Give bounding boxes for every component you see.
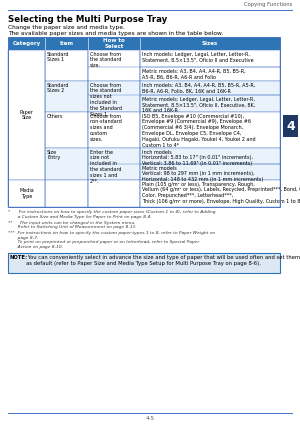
Text: Inch models: Ledger, Legal, Letter, Letter-R,
Statement, 8.5×13.5", Oficio II an: Inch models: Ledger, Legal, Letter, Lett… — [142, 51, 254, 62]
Text: Enter the
size not
included in
the standard
sizes 1 and
2**.: Enter the size not included in the stand… — [90, 150, 122, 184]
Bar — [140, 148, 280, 180]
Bar — [140, 37, 280, 50]
Text: Copying Functions: Copying Functions — [244, 2, 292, 7]
Bar — [88, 180, 140, 207]
Text: Size
Entry: Size Entry — [47, 150, 60, 160]
Text: Media
Type: Media Type — [19, 188, 34, 199]
Text: ***  For instructions on how to specify the custom paper types 1 to 8, refer to : *** For instructions on how to specify t… — [8, 231, 215, 249]
Bar — [45, 37, 88, 50]
Bar — [283, 115, 298, 137]
Text: Others: Others — [47, 113, 64, 119]
Text: Choose from
the standard
sizes not
included in
the Standard
Sizes 1.: Choose from the standard sizes not inclu… — [90, 82, 122, 116]
Text: Metric models: Ledger, Legal, Letter, Letter-R,
Statement, 8.5×13.5", Oficio II,: Metric models: Ledger, Legal, Letter, Le… — [142, 96, 255, 113]
Text: **   The input units can be changed in the System menu.
       Refer to Switchin: ** The input units can be changed in the… — [8, 221, 137, 229]
Bar — [88, 50, 140, 81]
Text: ISO B5, Envelope #10 (Commercial #10),
Envelope #9 (Commercial #9), Envelope #6
: ISO B5, Envelope #10 (Commercial #10), E… — [142, 113, 256, 147]
Text: Item: Item — [59, 41, 74, 46]
Bar — [88, 112, 140, 148]
Bar — [8, 180, 45, 207]
Bar — [140, 50, 280, 81]
Text: Standard
Sizes 2: Standard Sizes 2 — [47, 82, 70, 94]
Text: Choose from
non-standard
sizes and
custom
sizes.: Choose from non-standard sizes and custo… — [90, 113, 123, 142]
Text: Metric models
Vertical: 98 to 297 mm (in 1 mm increments),
Horizontal: 148 to 43: Metric models Vertical: 98 to 297 mm (in… — [142, 165, 263, 182]
Text: Plain (105 g/m² or less), Transparency, Rough,
Vellum (64 g/m² or less), Labels,: Plain (105 g/m² or less), Transparency, … — [142, 181, 300, 204]
Text: The available paper sizes and media types are shown in the table below.: The available paper sizes and media type… — [8, 31, 223, 36]
Text: Inch models
Horizontal: 5.83 to 17" (in 0.01" increments),
Vertical: 3.86 to 11.: Inch models Horizontal: 5.83 to 17" (in … — [142, 150, 253, 166]
Bar — [8, 253, 280, 273]
Text: NOTE:: NOTE: — [10, 255, 28, 261]
Text: 4-5: 4-5 — [146, 416, 154, 421]
Text: Sizes: Sizes — [202, 41, 218, 46]
Text: 4: 4 — [286, 119, 295, 133]
Bar — [45, 180, 88, 207]
Bar — [45, 50, 88, 81]
Bar — [45, 148, 88, 180]
Text: *    For instructions on how to specify the custom paper sizes (Custom 1 to 4), : * For instructions on how to specify the… — [8, 210, 215, 218]
Bar — [88, 81, 140, 112]
Bar — [8, 37, 45, 50]
Text: Change the paper size and media type.: Change the paper size and media type. — [8, 25, 125, 30]
Bar — [88, 37, 140, 50]
Bar — [45, 81, 88, 112]
Text: Inch models: A3, B4, A4, A4-R, B5, B5-R, A5-R,
B6-R, A6-R, Folio, 8K, 16K and 16: Inch models: A3, B4, A4, A4-R, B5, B5-R,… — [142, 82, 255, 94]
Text: You can conveniently select in advance the size and type of paper that will be u: You can conveniently select in advance t… — [26, 255, 300, 266]
Text: How to
Select: How to Select — [103, 38, 125, 49]
Text: Standard
Sizes 1: Standard Sizes 1 — [47, 51, 70, 62]
Text: Metric models: A3, B4, A4, A4-R, B5, B5-R,
A5-R, B6, B6-R, A6-R and Folio: Metric models: A3, B4, A4, A4-R, B5, B5-… — [142, 68, 246, 79]
Bar — [45, 112, 88, 148]
Bar — [140, 81, 280, 112]
Text: Category: Category — [12, 41, 40, 46]
Text: Selecting the Multi Purpose Tray: Selecting the Multi Purpose Tray — [8, 15, 167, 24]
Bar — [8, 50, 45, 180]
Text: Choose from
the standard
size.: Choose from the standard size. — [90, 51, 122, 68]
Bar — [88, 148, 140, 180]
Bar — [140, 112, 280, 148]
Bar — [8, 37, 280, 207]
Bar — [140, 180, 280, 207]
Text: Paper
Size: Paper Size — [20, 110, 33, 120]
